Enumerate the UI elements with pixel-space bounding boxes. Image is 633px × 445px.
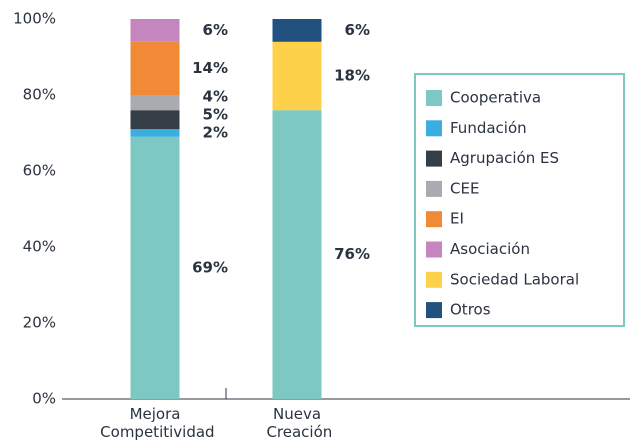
legend-label: Cooperativa [450, 89, 541, 107]
data-label: 76% [334, 245, 370, 263]
legend-box [414, 73, 625, 327]
x-tick-label: Mejora Competitividad [95, 405, 214, 441]
legend-swatch [426, 241, 442, 258]
legend-swatch [426, 271, 442, 288]
legend-swatch [426, 180, 442, 197]
bar-segment [130, 41, 180, 95]
bar-segment [272, 19, 322, 42]
bar-segment [130, 19, 180, 42]
y-tick-label: 40% [23, 238, 56, 256]
bar-segment [130, 110, 180, 130]
legend-swatch [426, 150, 442, 167]
bar-segment [130, 129, 180, 137]
legend-label: CEE [450, 179, 479, 197]
y-tick-label: 80% [23, 86, 56, 104]
legend-label: Fundación [450, 119, 527, 137]
bar-segment [130, 136, 180, 400]
bar-segment [272, 110, 322, 399]
x-tick-label: Nueva Creación [262, 405, 333, 441]
y-tick-label: 20% [23, 314, 56, 332]
data-label: 18% [334, 67, 370, 85]
data-label: 5% [203, 106, 228, 124]
data-label: 6% [345, 21, 370, 39]
data-label: 4% [203, 88, 228, 106]
data-label: 14% [192, 59, 228, 77]
legend-label: Asociación [450, 240, 530, 258]
data-label: 6% [203, 21, 228, 39]
y-tick-label: 100% [13, 10, 56, 28]
bar-segment [272, 41, 322, 111]
legend-label: Agrupación ES [450, 149, 559, 167]
legend-swatch [426, 120, 442, 137]
data-label: 69% [192, 258, 228, 276]
legend-swatch [426, 211, 442, 228]
y-tick-label: 0% [32, 390, 56, 408]
data-label: 2% [203, 124, 228, 142]
legend-label: EI [450, 210, 464, 228]
legend-swatch [426, 90, 442, 106]
bar-segment [130, 95, 180, 111]
y-tick-label: 60% [23, 162, 56, 180]
legend-label: Otros [450, 301, 491, 319]
legend-swatch [426, 302, 442, 319]
legend-label: Sociedad Laboral [450, 270, 579, 288]
